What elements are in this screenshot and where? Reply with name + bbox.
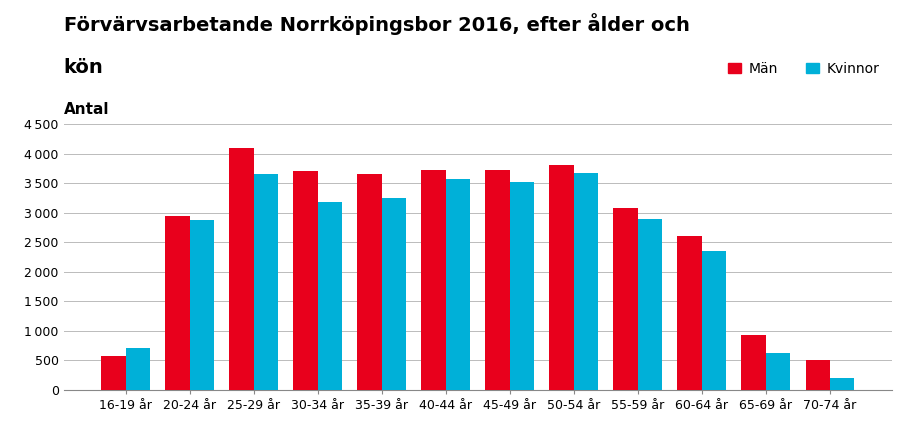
Bar (805, 360, 830, 390)
Text: Antal: Antal (64, 102, 109, 117)
Bar (446, 179, 470, 390)
Bar (574, 173, 598, 390)
Bar (702, 251, 726, 390)
Bar (638, 218, 662, 390)
Bar (421, 170, 446, 390)
Bar (766, 353, 790, 390)
Bar (742, 335, 766, 390)
Text: kön: kön (64, 58, 104, 77)
Bar (189, 220, 214, 390)
Bar (229, 148, 254, 390)
Bar (358, 174, 381, 390)
Bar (101, 356, 126, 390)
Bar (254, 174, 278, 390)
Bar (166, 216, 189, 390)
Legend: Män, Kvinnor: Män, Kvinnor (722, 57, 885, 82)
Bar (510, 182, 534, 390)
Bar (485, 170, 510, 390)
Bar (293, 171, 318, 390)
Bar (126, 349, 150, 390)
Text: Förvärvsarbetande Norrköpingsbor 2016, efter ålder och: Förvärvsarbetande Norrköpingsbor 2016, e… (64, 13, 690, 35)
Bar (550, 165, 574, 390)
Bar (830, 378, 854, 390)
Bar (381, 198, 406, 390)
Bar (613, 208, 638, 390)
Bar (677, 236, 702, 390)
Bar (318, 202, 342, 390)
